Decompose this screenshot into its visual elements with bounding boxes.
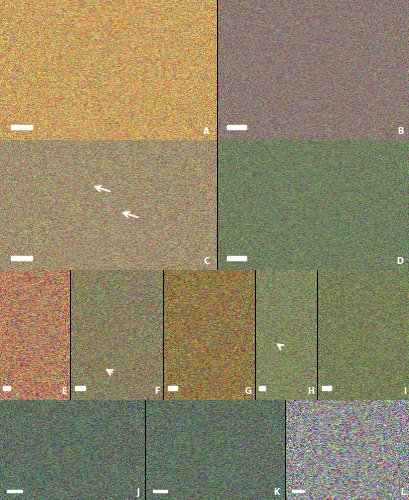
- Text: C: C: [204, 257, 210, 266]
- Text: D: D: [396, 257, 403, 266]
- Text: H: H: [308, 387, 315, 396]
- Bar: [259, 386, 265, 390]
- Text: B: B: [397, 127, 403, 136]
- Bar: [227, 256, 247, 260]
- Bar: [322, 386, 332, 390]
- Bar: [227, 126, 247, 129]
- Text: E: E: [61, 387, 67, 396]
- Bar: [75, 386, 85, 390]
- Bar: [11, 256, 32, 260]
- Text: K: K: [274, 488, 280, 497]
- Text: L: L: [400, 488, 405, 497]
- Bar: [7, 490, 22, 492]
- Bar: [3, 386, 10, 390]
- Text: F: F: [154, 387, 160, 396]
- Bar: [292, 490, 304, 492]
- Text: A: A: [203, 127, 210, 136]
- Text: I: I: [403, 387, 406, 396]
- Bar: [11, 126, 32, 129]
- Text: J: J: [137, 488, 140, 497]
- Bar: [153, 490, 166, 492]
- Text: G: G: [245, 387, 252, 396]
- Bar: [169, 386, 178, 390]
